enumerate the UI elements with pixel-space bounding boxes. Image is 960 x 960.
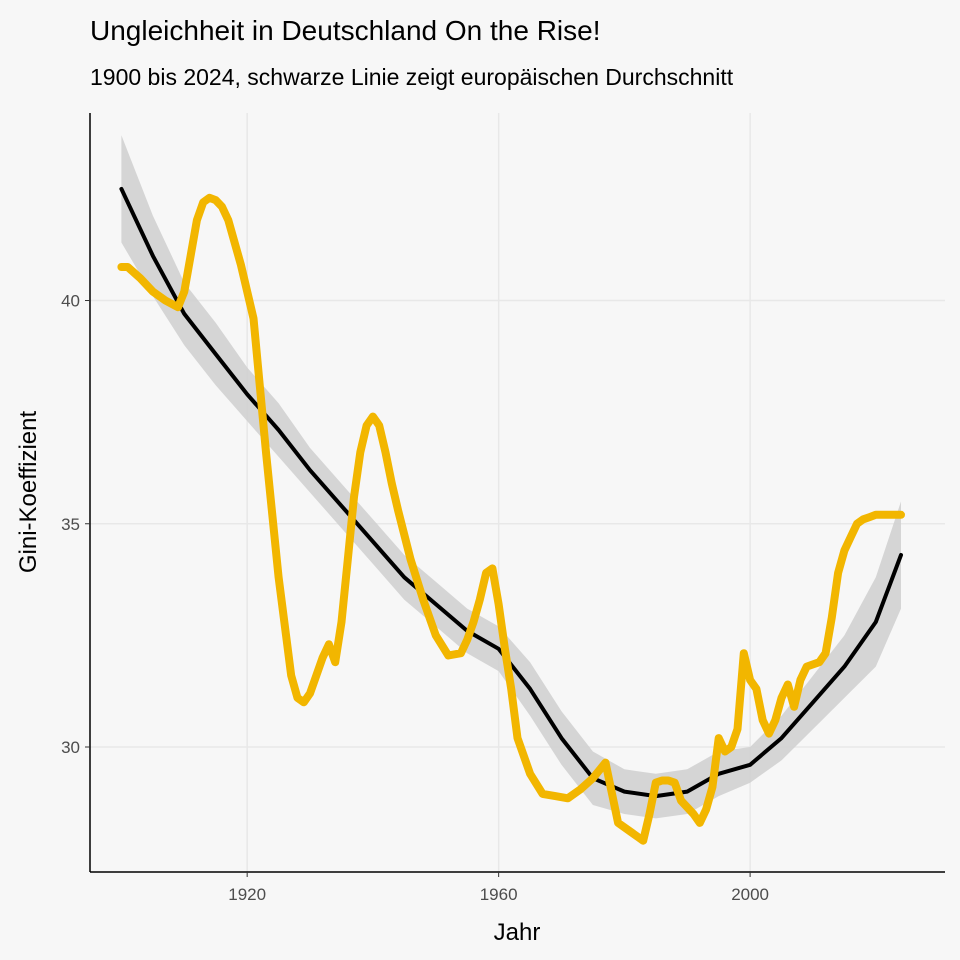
y-tick-label: 40 bbox=[61, 292, 80, 311]
y-axis-title: Gini-Koeffizient bbox=[15, 411, 42, 574]
europe-average-line bbox=[119, 186, 903, 799]
x-tick-label: 1960 bbox=[480, 885, 518, 904]
series-lines bbox=[117, 186, 905, 845]
x-axis-title: Jahr bbox=[494, 919, 541, 946]
y-tick-label: 35 bbox=[61, 515, 80, 534]
gridlines bbox=[90, 113, 945, 872]
x-tick-label: 2000 bbox=[731, 885, 769, 904]
x-axis-ticks: 1920 1960 2000 bbox=[228, 872, 769, 904]
y-tick-label: 30 bbox=[61, 738, 80, 757]
chart-title: Ungleichheit in Deutschland On the Rise! bbox=[90, 15, 601, 46]
chart-subtitle: 1900 bis 2024, schwarze Linie zeigt euro… bbox=[90, 64, 734, 90]
germany-gini-line bbox=[117, 193, 905, 845]
y-axis-ticks: 30 35 40 bbox=[61, 292, 90, 757]
x-tick-label: 1920 bbox=[228, 885, 266, 904]
